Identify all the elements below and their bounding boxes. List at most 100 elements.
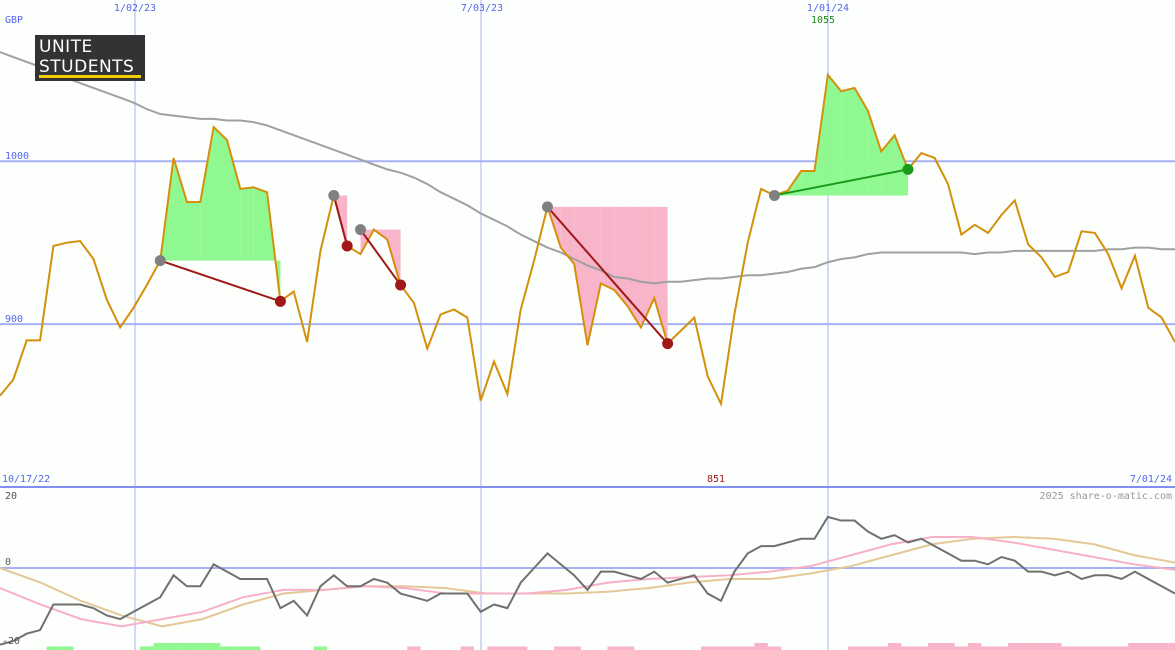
fast-signal-line [0, 535, 1175, 628]
trade-gain-area [801, 171, 815, 196]
histogram-bar [220, 646, 234, 650]
histogram-bar [140, 646, 154, 650]
histogram-bar [233, 646, 248, 650]
histogram-bar [166, 643, 181, 650]
high-label: 1055 [810, 15, 836, 26]
histogram-bar [514, 646, 528, 650]
histogram-bar [714, 646, 728, 650]
trade-gain-area [827, 74, 842, 196]
histogram-bar [941, 643, 955, 650]
histogram-bar [1128, 643, 1142, 650]
trade-line [774, 168, 909, 197]
histogram-bar [954, 646, 969, 650]
low-label: 851 [706, 474, 726, 485]
osc-tick-label: -20 [2, 636, 21, 647]
trade-line [359, 229, 402, 286]
histogram-bar [313, 646, 328, 650]
histogram-bar [968, 643, 982, 650]
trade-entry-marker [768, 189, 780, 201]
histogram-bar [180, 643, 194, 650]
histogram-bar [60, 646, 74, 650]
trade-gain-area [253, 187, 268, 261]
histogram-bar [460, 646, 475, 650]
histogram-bar [407, 646, 421, 650]
trade-gain-area [173, 157, 187, 261]
trade-gain-area [894, 135, 908, 196]
trade-gain-area [841, 87, 855, 196]
trade-loss-area [600, 206, 615, 290]
histogram-bar [1048, 643, 1062, 650]
trade-entry-marker [541, 201, 553, 213]
trade-line [332, 195, 349, 247]
histogram-bar [554, 646, 568, 650]
histogram-bar [927, 643, 942, 650]
slow-signal-line [0, 535, 1175, 628]
histogram-bar [1114, 646, 1129, 650]
trade-entry-marker [328, 189, 340, 201]
histogram-bar [727, 646, 742, 650]
x-end-label: 7/01/24 [1129, 474, 1172, 485]
histogram-bar [874, 646, 888, 650]
histogram-bar [887, 643, 902, 650]
oscillator-line [0, 515, 1175, 646]
trade-line [159, 259, 281, 303]
histogram-bar [500, 646, 515, 650]
histogram-bar [754, 643, 768, 650]
histogram-bar [246, 646, 261, 650]
histogram-bar [1034, 643, 1049, 650]
currency-label: GBP [5, 15, 24, 26]
histogram-bar [153, 643, 167, 650]
trade-gain-area [226, 140, 241, 261]
histogram-bar [1021, 643, 1035, 650]
histogram-bar [206, 643, 221, 650]
trade-loss-area [627, 206, 641, 328]
trade-gain-area [867, 110, 882, 196]
trade-exit-marker [395, 279, 407, 291]
trade-loss-area [587, 206, 601, 346]
histogram-bar [981, 646, 995, 650]
histogram-bar [193, 643, 207, 650]
y-tick-label: 900 [5, 314, 24, 325]
histogram-bar [46, 646, 61, 650]
price-line [0, 72, 1175, 408]
histogram-bar [1074, 646, 1089, 650]
trade-line [546, 206, 669, 345]
x-start-label: 10/17/22 [2, 474, 51, 485]
histogram-bar [847, 646, 862, 650]
y-tick-label: 1000 [5, 151, 30, 162]
trade-gain-area [200, 127, 214, 261]
histogram-bar [620, 646, 635, 650]
histogram-bar [901, 646, 915, 650]
trade-gain-area [854, 87, 868, 196]
histogram-bar [994, 646, 1009, 650]
logo-line2: STUDENTS [39, 57, 135, 77]
trade-exit-marker [341, 240, 353, 252]
trade-entry-marker [154, 255, 166, 267]
osc-tick-label: 20 [5, 491, 18, 502]
histogram-bar [1168, 643, 1175, 650]
x-tick-label: 7/03/23 [460, 3, 504, 14]
logo-underline [39, 75, 141, 78]
x-tick-label: 1/01/24 [806, 3, 850, 14]
trade-gain-area [240, 187, 254, 261]
histogram-bar [1101, 646, 1115, 650]
trade-exit-marker [274, 295, 286, 307]
trade-loss-area [640, 206, 655, 328]
x-tick-label: 1/02/23 [113, 3, 157, 14]
trade-gain-area [213, 127, 227, 261]
histogram-bar [1141, 643, 1155, 650]
histogram-bar [767, 646, 782, 650]
company-logo: UNITE STUDENTS [35, 35, 145, 81]
trade-loss-area [560, 206, 575, 264]
histogram-bar [607, 646, 621, 650]
trade-exit-marker [902, 163, 914, 175]
histogram-bar [914, 646, 929, 650]
osc-tick-label: 0 [5, 557, 12, 568]
moving-average-line [0, 51, 1175, 285]
trade-loss-area [614, 206, 628, 307]
logo-line1: UNITE [39, 37, 93, 57]
trade-exit-marker [662, 338, 674, 350]
histogram-bar [741, 646, 755, 650]
